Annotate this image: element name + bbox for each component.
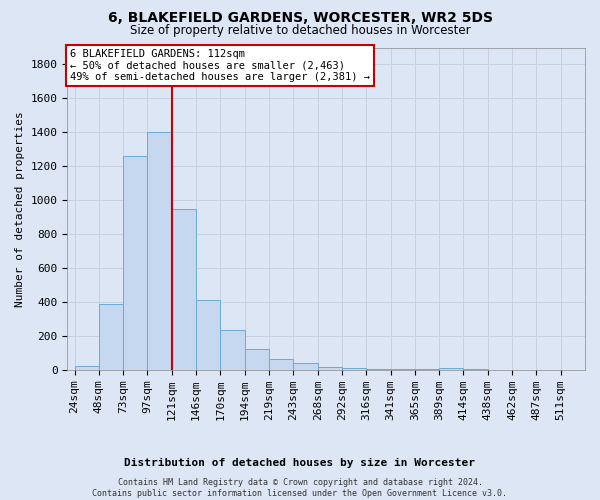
Bar [439, 368, 463, 370]
Bar [293, 363, 317, 370]
Text: 6, BLAKEFIELD GARDENS, WORCESTER, WR2 5DS: 6, BLAKEFIELD GARDENS, WORCESTER, WR2 5D… [107, 11, 493, 25]
Bar [317, 366, 342, 370]
Bar [220, 330, 245, 370]
Bar [269, 359, 293, 370]
Bar [123, 156, 148, 370]
Text: Size of property relative to detached houses in Worcester: Size of property relative to detached ho… [130, 24, 470, 37]
Text: Contains HM Land Registry data © Crown copyright and database right 2024.
Contai: Contains HM Land Registry data © Crown c… [92, 478, 508, 498]
Bar [245, 350, 269, 370]
Bar [342, 368, 366, 370]
Bar [99, 304, 123, 370]
Bar [196, 300, 220, 370]
Y-axis label: Number of detached properties: Number of detached properties [15, 111, 25, 306]
Bar [148, 132, 172, 370]
Bar [366, 369, 391, 370]
Text: 6 BLAKEFIELD GARDENS: 112sqm
← 50% of detached houses are smaller (2,463)
49% of: 6 BLAKEFIELD GARDENS: 112sqm ← 50% of de… [70, 49, 370, 82]
Bar [172, 208, 196, 370]
Bar [74, 366, 99, 370]
Text: Distribution of detached houses by size in Worcester: Distribution of detached houses by size … [125, 458, 476, 468]
